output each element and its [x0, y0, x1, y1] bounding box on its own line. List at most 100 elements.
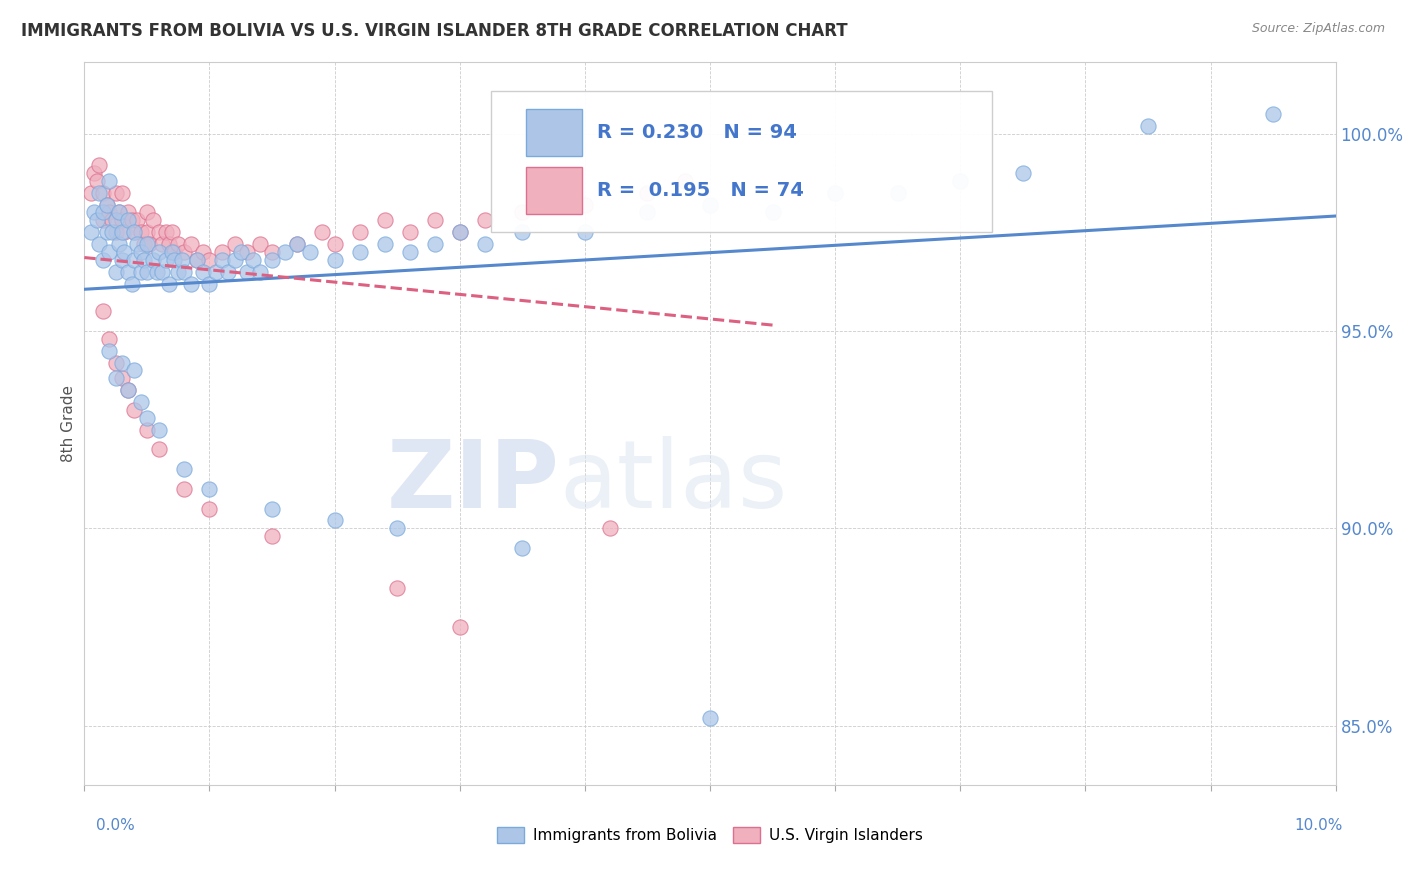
- Point: [96, 197, 118, 211]
- Point: [91, 205, 114, 219]
- Point: [173, 462, 195, 476]
- Point: [111, 225, 134, 239]
- Point: [89, 237, 111, 252]
- Point: [101, 225, 124, 239]
- Point: [83, 166, 105, 180]
- Point: [101, 213, 124, 227]
- Text: R =  0.195   N = 74: R = 0.195 N = 74: [598, 181, 804, 200]
- Point: [111, 355, 134, 369]
- Point: [170, 252, 193, 267]
- Point: [449, 620, 471, 634]
- Point: [198, 277, 221, 291]
- Point: [298, 244, 321, 259]
- Point: [150, 265, 173, 279]
- Point: [574, 225, 596, 239]
- Point: [224, 237, 246, 252]
- Point: [89, 186, 111, 200]
- Point: [180, 237, 202, 252]
- Text: R = 0.230   N = 94: R = 0.230 N = 94: [598, 123, 797, 142]
- Y-axis label: 8th Grade: 8th Grade: [60, 385, 76, 462]
- Point: [186, 252, 208, 267]
- Point: [374, 237, 396, 252]
- Point: [398, 244, 420, 259]
- Point: [108, 205, 131, 219]
- Point: [193, 244, 215, 259]
- Point: [86, 213, 108, 227]
- Point: [512, 205, 534, 219]
- Point: [824, 186, 846, 200]
- Point: [474, 237, 496, 252]
- Point: [117, 213, 139, 227]
- Point: [323, 252, 346, 267]
- Point: [160, 225, 183, 239]
- Point: [423, 213, 446, 227]
- Point: [198, 482, 221, 496]
- Point: [637, 186, 659, 200]
- Point: [91, 304, 114, 318]
- Point: [148, 225, 170, 239]
- Point: [159, 237, 181, 252]
- Point: [198, 501, 221, 516]
- Point: [155, 252, 177, 267]
- Point: [129, 244, 152, 259]
- Point: [323, 513, 346, 527]
- Point: [512, 541, 534, 555]
- Point: [673, 174, 696, 188]
- Point: [887, 186, 910, 200]
- Point: [167, 237, 190, 252]
- Point: [124, 403, 146, 417]
- Point: [134, 237, 156, 252]
- Point: [311, 225, 333, 239]
- Point: [125, 213, 148, 227]
- Point: [142, 252, 165, 267]
- Point: [224, 252, 246, 267]
- Point: [96, 225, 118, 239]
- Point: [142, 213, 165, 227]
- Point: [512, 225, 534, 239]
- FancyBboxPatch shape: [491, 91, 991, 232]
- Point: [262, 244, 284, 259]
- Point: [173, 482, 195, 496]
- Point: [146, 265, 169, 279]
- Legend: Immigrants from Bolivia, U.S. Virgin Islanders: Immigrants from Bolivia, U.S. Virgin Isl…: [491, 822, 929, 849]
- Point: [699, 197, 721, 211]
- Point: [204, 265, 226, 279]
- Point: [374, 213, 396, 227]
- Point: [136, 410, 159, 425]
- Point: [111, 213, 134, 227]
- Point: [112, 244, 135, 259]
- Point: [163, 244, 186, 259]
- Point: [91, 213, 114, 227]
- Point: [108, 237, 131, 252]
- Point: [229, 244, 252, 259]
- Point: [574, 197, 596, 211]
- Point: [104, 225, 127, 239]
- Point: [385, 581, 409, 595]
- Point: [385, 521, 409, 535]
- Point: [217, 265, 239, 279]
- FancyBboxPatch shape: [526, 167, 582, 214]
- Point: [98, 174, 121, 188]
- Point: [474, 213, 496, 227]
- Point: [637, 205, 659, 219]
- Text: atlas: atlas: [560, 435, 789, 527]
- Point: [160, 244, 183, 259]
- Point: [599, 521, 621, 535]
- Point: [79, 186, 101, 200]
- Point: [124, 252, 146, 267]
- Point: [136, 265, 159, 279]
- Point: [124, 363, 146, 377]
- Point: [262, 529, 284, 543]
- Point: [273, 244, 295, 259]
- Point: [79, 225, 101, 239]
- Point: [138, 237, 160, 252]
- Point: [159, 277, 181, 291]
- Point: [129, 225, 152, 239]
- Point: [249, 237, 271, 252]
- Point: [111, 252, 134, 267]
- Point: [211, 252, 233, 267]
- Point: [136, 225, 159, 239]
- Point: [349, 244, 371, 259]
- Point: [111, 371, 134, 385]
- Point: [423, 237, 446, 252]
